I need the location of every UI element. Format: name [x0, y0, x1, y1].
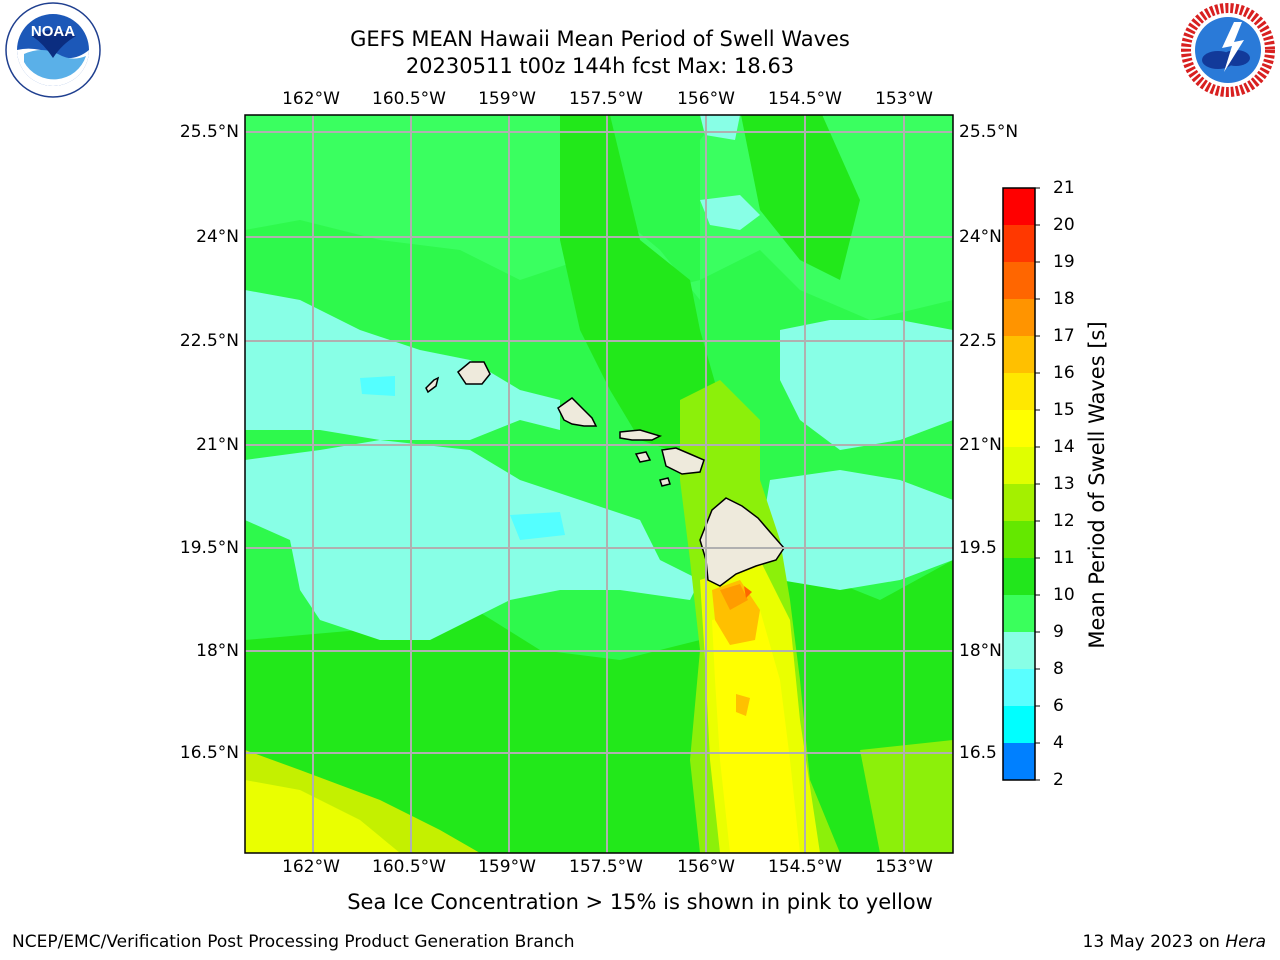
footer-branch: NCEP/EMC/Verification Post Processing Pr…	[12, 932, 575, 952]
colorbar-tick-label: 17	[1053, 326, 1075, 346]
colorbar-segment	[1003, 373, 1035, 411]
lat-label-left: 22.5°N	[179, 331, 239, 351]
colorbar-segment	[1003, 299, 1035, 337]
colorbar-segment	[1003, 706, 1035, 744]
lat-label-right: 19.5	[959, 538, 997, 558]
colorbar-segment	[1003, 632, 1035, 670]
chart-subtitle: 20230511 t00z 144h fcst Max: 18.63	[405, 54, 795, 78]
colorbar	[1002, 187, 1040, 781]
colorbar-tick-label: 21	[1053, 178, 1075, 198]
colorbar-tick-label: 16	[1053, 363, 1075, 383]
colorbar-tick-label: 10	[1053, 585, 1075, 605]
lat-label-left: 19.5°N	[179, 538, 239, 558]
noaa-logo-text: NOAA	[31, 23, 75, 40]
lon-label-top: 154.5°W	[768, 89, 842, 109]
colorbar-segment	[1003, 595, 1035, 633]
colorbar-tick-label: 14	[1053, 437, 1075, 457]
colorbar-segment	[1003, 262, 1035, 300]
lat-label-left: 24°N	[196, 227, 239, 247]
colorbar-tick-label: 12	[1053, 511, 1075, 531]
lat-label-left: 16.5°N	[179, 743, 239, 763]
colorbar-segment	[1003, 447, 1035, 485]
lon-label-bottom: 160.5°W	[372, 857, 446, 877]
lon-label-top: 157.5°W	[569, 89, 643, 109]
colorbar-segment	[1003, 558, 1035, 596]
lat-label-right: 18°N	[959, 641, 1002, 661]
colorbar-segment	[1003, 225, 1035, 263]
lat-label-right: 24°N	[959, 227, 1002, 247]
colorbar-segment	[1003, 336, 1035, 374]
lon-label-bottom: 159°W	[478, 857, 536, 877]
colorbar-segment	[1003, 669, 1035, 707]
colorbar-tick-label: 8	[1053, 659, 1064, 679]
colorbar-tick-label: 4	[1053, 733, 1064, 753]
colorbar-tick-label: 9	[1053, 622, 1064, 642]
colorbar-segment	[1003, 410, 1035, 448]
colorbar-tick-label: 11	[1053, 548, 1075, 568]
colorbar-tick-label: 18	[1053, 289, 1075, 309]
lon-label-top: 159°W	[478, 89, 536, 109]
footer-date-text: 13 May 2023 on	[1082, 932, 1226, 952]
nws-logo	[1181, 3, 1275, 97]
lat-label-right: 22.5	[959, 331, 997, 351]
colorbar-segment	[1003, 188, 1035, 226]
chart-title: GEFS MEAN Hawaii Mean Period of Swell Wa…	[350, 27, 850, 51]
colorbar-tick-label: 6	[1053, 696, 1064, 716]
lon-label-bottom: 156°W	[677, 857, 735, 877]
footer-date: 13 May 2023 on Hera	[1083, 932, 1267, 952]
lat-label-left: 18°N	[196, 641, 239, 661]
noaa-logo: NOAA	[5, 2, 101, 98]
footer-machine: Hera	[1225, 932, 1266, 952]
lon-label-bottom: 154.5°W	[768, 857, 842, 877]
colorbar-tick-label: 20	[1053, 215, 1075, 235]
lat-label-left: 21°N	[196, 435, 239, 455]
lat-label-right: 25.5°N	[959, 122, 1019, 142]
colorbar-tick-label: 13	[1053, 474, 1075, 494]
colorbar-tick-label: 15	[1053, 400, 1075, 420]
lat-label-left: 25.5°N	[179, 122, 239, 142]
colorbar-tick-label: 19	[1053, 252, 1075, 272]
lat-label-right: 21°N	[959, 435, 1002, 455]
sea-ice-note: Sea Ice Concentration > 15% is shown in …	[347, 890, 933, 914]
lon-label-top: 162°W	[282, 89, 340, 109]
lat-label-right: 16.5	[959, 743, 997, 763]
lon-label-top: 153°W	[875, 89, 933, 109]
colorbar-tick-label: 2	[1053, 770, 1064, 790]
lon-label-bottom: 157.5°W	[569, 857, 643, 877]
colorbar-segment	[1003, 521, 1035, 559]
lon-label-top: 160.5°W	[372, 89, 446, 109]
colorbar-segment	[1003, 743, 1035, 781]
lon-label-bottom: 153°W	[875, 857, 933, 877]
lon-label-top: 156°W	[677, 89, 735, 109]
colorbar-label: Mean Period of Swell Waves [s]	[1085, 321, 1109, 649]
colorbar-segment	[1003, 484, 1035, 522]
lon-label-bottom: 162°W	[282, 857, 340, 877]
